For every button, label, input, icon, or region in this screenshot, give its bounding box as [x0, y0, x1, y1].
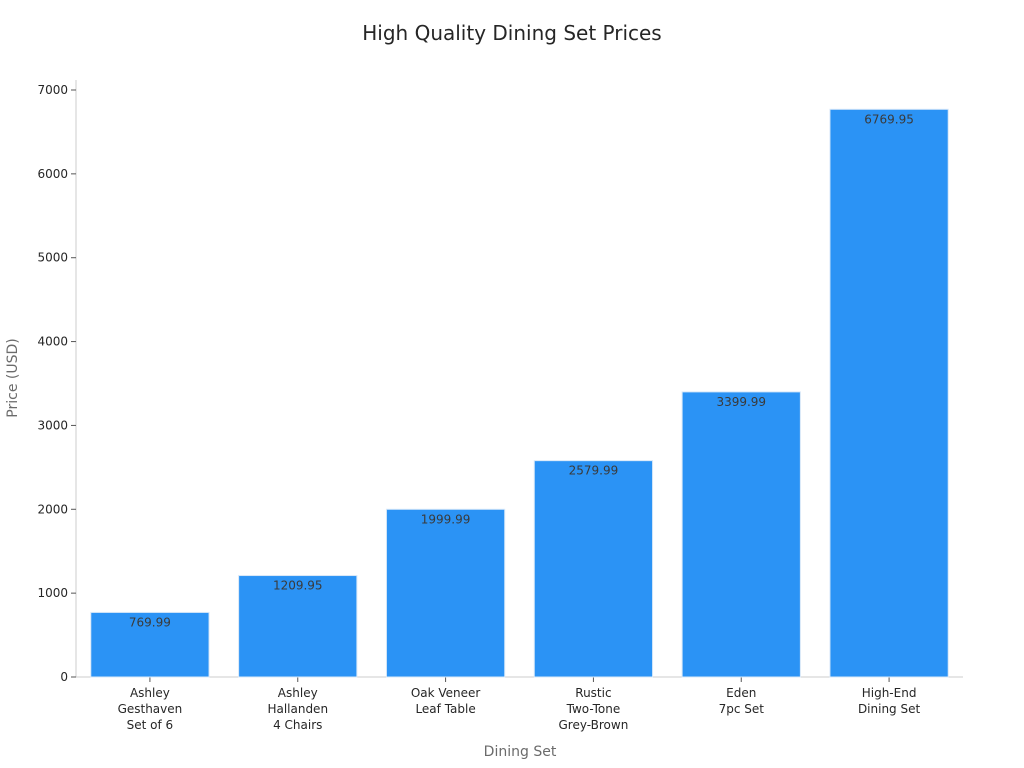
- x-tick-label: Ashley Hallanden 4 Chairs: [267, 686, 328, 732]
- y-tick-label: 1000: [37, 586, 68, 600]
- bars-group: 769.99 1209.95 1999.99 2579.99 3399.99 6769.9…: [90, 108, 949, 678]
- x-tick-label: Ashley Gesthaven Set of 6: [118, 686, 183, 732]
- bar: [533, 460, 654, 678]
- bar-value-label: 6769.95: [864, 112, 914, 126]
- x-tick-label: High-End Dining Set: [858, 686, 921, 716]
- bar-value-label: 2579.99: [569, 464, 619, 478]
- bar: [238, 575, 358, 678]
- y-tick-label: 5000: [37, 251, 68, 265]
- y-axis: 0 1000 2000 3000 4000 5000 6000 7000: [37, 80, 77, 684]
- y-tick-label: 6000: [37, 167, 68, 181]
- y-axis-label: Price (USD): [5, 338, 21, 417]
- x-axis: Ashley Gesthaven Set of 6 Ashley Hallanden 4 …: [76, 676, 963, 732]
- y-tick-label: 3000: [37, 418, 68, 432]
- y-tick-label: 4000: [37, 335, 68, 349]
- bar-value-label: 3399.99: [716, 395, 766, 409]
- bar-value-label: 1999.99: [421, 512, 471, 526]
- x-tick-label: Oak Veneer Leaf Table: [411, 686, 481, 716]
- x-tick-label: Eden 7pc Set: [719, 686, 765, 716]
- bar: [681, 391, 801, 678]
- x-axis-label: Dining Set: [484, 744, 557, 760]
- y-tick-label: 7000: [37, 83, 68, 97]
- bar-value-label: 1209.95: [273, 579, 323, 593]
- x-tick-label: Rustic Two-Tone Grey-Brown: [559, 686, 629, 732]
- y-tick-label: 2000: [37, 502, 68, 516]
- bar-value-label: 769.99: [129, 615, 171, 629]
- bar: [829, 108, 949, 678]
- chart-title: High Quality Dining Set Prices: [362, 21, 661, 45]
- bar: [90, 611, 210, 678]
- y-tick-label: 0: [60, 670, 68, 684]
- bar: [385, 508, 506, 678]
